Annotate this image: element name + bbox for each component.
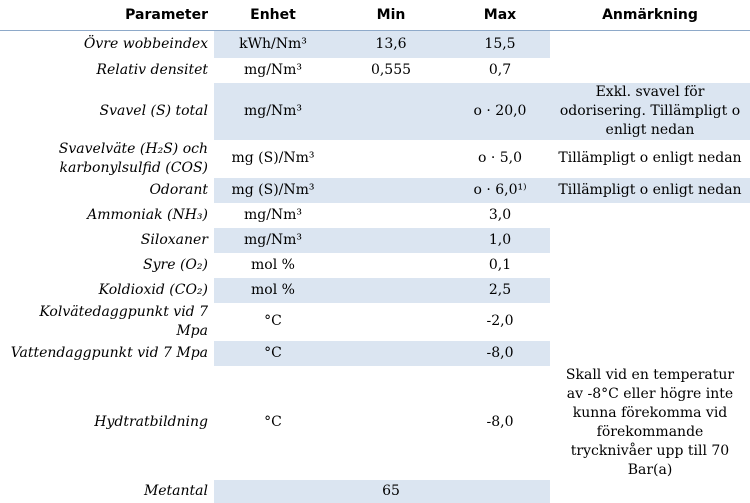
row-note <box>550 228 750 253</box>
row-max: 0,1 <box>488 256 512 273</box>
row-parameter: Vattendaggpunkt vid 7 Mpa <box>10 344 208 361</box>
row-parameter: Svavel (S) total <box>99 102 208 119</box>
row-note <box>550 480 750 503</box>
row-max: -8,0 <box>486 414 514 430</box>
row-note <box>550 303 750 341</box>
row-unit: kWh/Nm³ <box>214 30 332 58</box>
row-unit: mg/Nm³ <box>214 227 332 253</box>
row-min: 13,6 <box>332 30 450 58</box>
table-row: Ammoniak (NH₃) mg/Nm³ 3,0 <box>0 203 750 228</box>
row-unit: mg/Nm³ <box>243 61 303 78</box>
row-parameter: Siloxaner <box>140 231 208 248</box>
row-max: 15,5 <box>450 30 550 58</box>
row-unit: °C <box>264 313 282 329</box>
row-note <box>550 278 750 303</box>
row-unit: °C <box>214 340 332 366</box>
header-unit: Enhet <box>214 0 332 31</box>
row-min <box>332 140 450 178</box>
row-unit: mol % <box>251 256 295 273</box>
row-max: -2,0 <box>486 313 514 329</box>
row-max: 1,0 <box>450 227 550 253</box>
row-parameter: Ammoniak (NH₃) <box>87 206 208 223</box>
row-note: Skall vid en temperatur av -8°C eller hö… <box>565 366 735 478</box>
row-note <box>550 203 750 228</box>
row-parameter: Relativ densitet <box>96 61 208 78</box>
row-note <box>550 253 750 278</box>
row-min <box>332 277 450 303</box>
row-min <box>332 340 450 366</box>
row-min <box>332 203 450 228</box>
row-max <box>450 479 550 503</box>
row-parameter: Syre (O₂) <box>143 256 208 273</box>
table-row: Metantal 65 <box>0 479 750 503</box>
row-min: 65 <box>332 479 450 503</box>
row-parameter: Koldioxid (CO₂) <box>98 281 208 298</box>
row-parameter: Odorant <box>149 181 208 198</box>
row-max: o · 20,0 <box>450 82 550 140</box>
header-row: Parameter Enhet Min Max Anmärkning <box>0 0 750 31</box>
row-unit <box>214 479 332 503</box>
row-unit: mg (S)/Nm³ <box>231 150 315 166</box>
row-min <box>332 177 450 203</box>
row-note: Tillämpligt o enligt nedan <box>550 177 750 203</box>
row-parameter: Övre wobbeindex <box>83 35 208 52</box>
row-min <box>332 253 450 278</box>
table-row: Siloxaner mg/Nm³ 1,0 <box>0 227 750 253</box>
table-row: Svavel (S) total mg/Nm³ o · 20,0 Exkl. s… <box>0 82 750 140</box>
row-unit: °C <box>264 414 282 430</box>
row-min <box>332 366 450 480</box>
row-unit: mol % <box>214 277 332 303</box>
row-max: 2,5 <box>450 277 550 303</box>
table-row: Hydtratbildning °C -8,0 Skall vid en tem… <box>0 366 750 480</box>
table-row: Koldioxid (CO₂) mol % 2,5 <box>0 277 750 303</box>
row-note <box>550 31 750 58</box>
row-max: -8,0 <box>450 340 550 366</box>
row-min: 0,555 <box>370 61 412 78</box>
table-row: Odorant mg (S)/Nm³ o · 6,0¹⁾ Tillämpligt… <box>0 177 750 203</box>
table-row: Kolvätedaggpunkt vid 7 Mpa °C -2,0 <box>0 303 750 341</box>
row-unit: mg/Nm³ <box>243 206 303 223</box>
row-note: Exkl. svavel för odorisering. Tillämplig… <box>550 82 750 140</box>
table-row: Syre (O₂) mol % 0,1 <box>0 253 750 278</box>
row-note: Tillämpligt o enligt nedan <box>558 150 742 166</box>
row-min <box>332 303 450 341</box>
row-parameter: Svavelväte (H₂S) och karbonylsulfid (COS… <box>58 140 208 176</box>
row-min <box>332 227 450 253</box>
row-parameter: Metantal <box>143 482 208 499</box>
row-unit: mg (S)/Nm³ <box>214 177 332 203</box>
row-parameter: Hydtratbildning <box>94 414 208 430</box>
row-note <box>550 58 750 83</box>
table-row: Övre wobbeindex kWh/Nm³ 13,6 15,5 <box>0 30 750 58</box>
header-note: Anmärkning <box>550 0 750 31</box>
row-unit: mg/Nm³ <box>214 82 332 140</box>
row-max: o · 5,0 <box>477 150 523 166</box>
row-min <box>332 82 450 140</box>
row-max: 0,7 <box>488 61 512 78</box>
header-max: Max <box>450 0 550 31</box>
row-max: 3,0 <box>488 206 512 223</box>
header-parameter: Parameter <box>0 0 214 31</box>
table-row: Vattendaggpunkt vid 7 Mpa °C -8,0 <box>0 340 750 366</box>
row-parameter: Kolvätedaggpunkt vid 7 Mpa <box>39 303 208 339</box>
row-note <box>550 341 750 366</box>
header-min: Min <box>332 0 450 31</box>
table-row: Svavelväte (H₂S) och karbonylsulfid (COS… <box>0 140 750 178</box>
table-row: Relativ densitet mg/Nm³ 0,555 0,7 <box>0 58 750 83</box>
row-max: o · 6,0¹⁾ <box>450 177 550 203</box>
